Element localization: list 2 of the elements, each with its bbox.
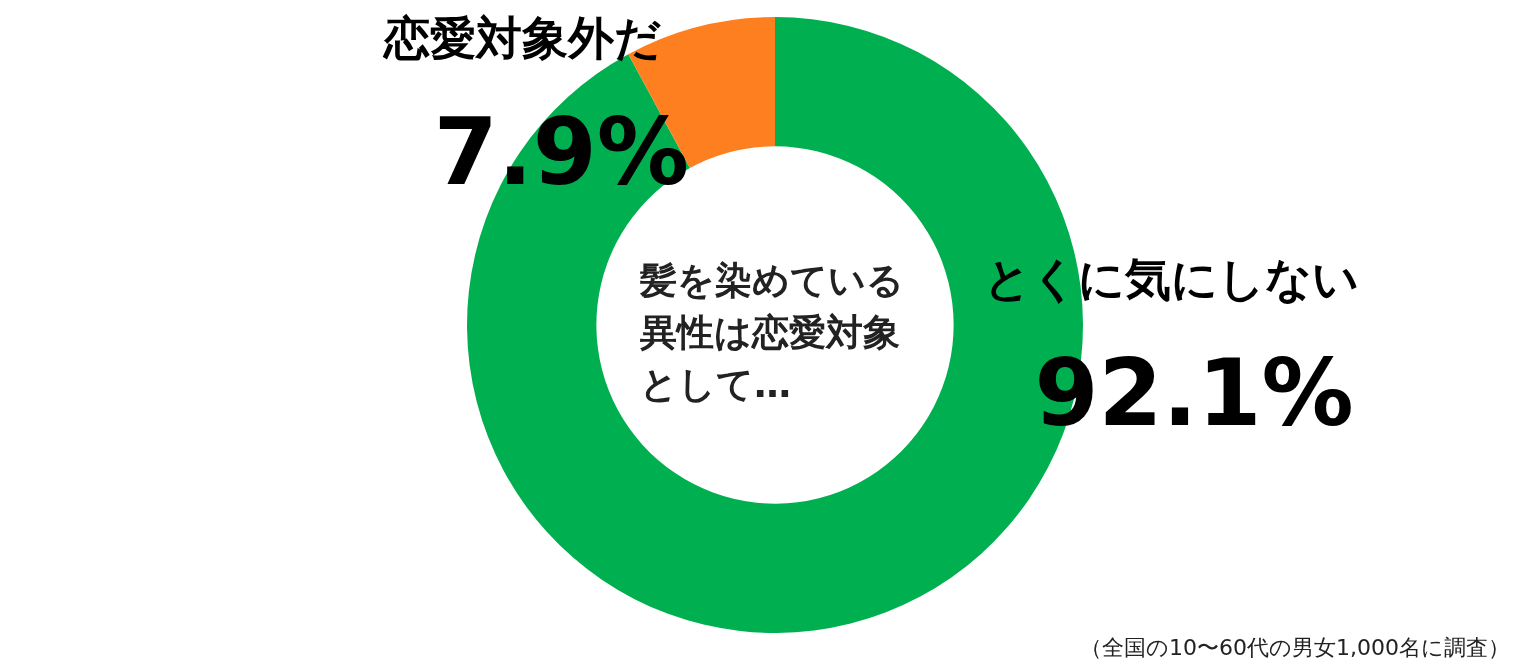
text: （全国の10〜60代の男女1,000名に調査） xyxy=(1080,635,1510,660)
text: 髪を染めている異性は恋愛対象として… xyxy=(640,258,905,408)
